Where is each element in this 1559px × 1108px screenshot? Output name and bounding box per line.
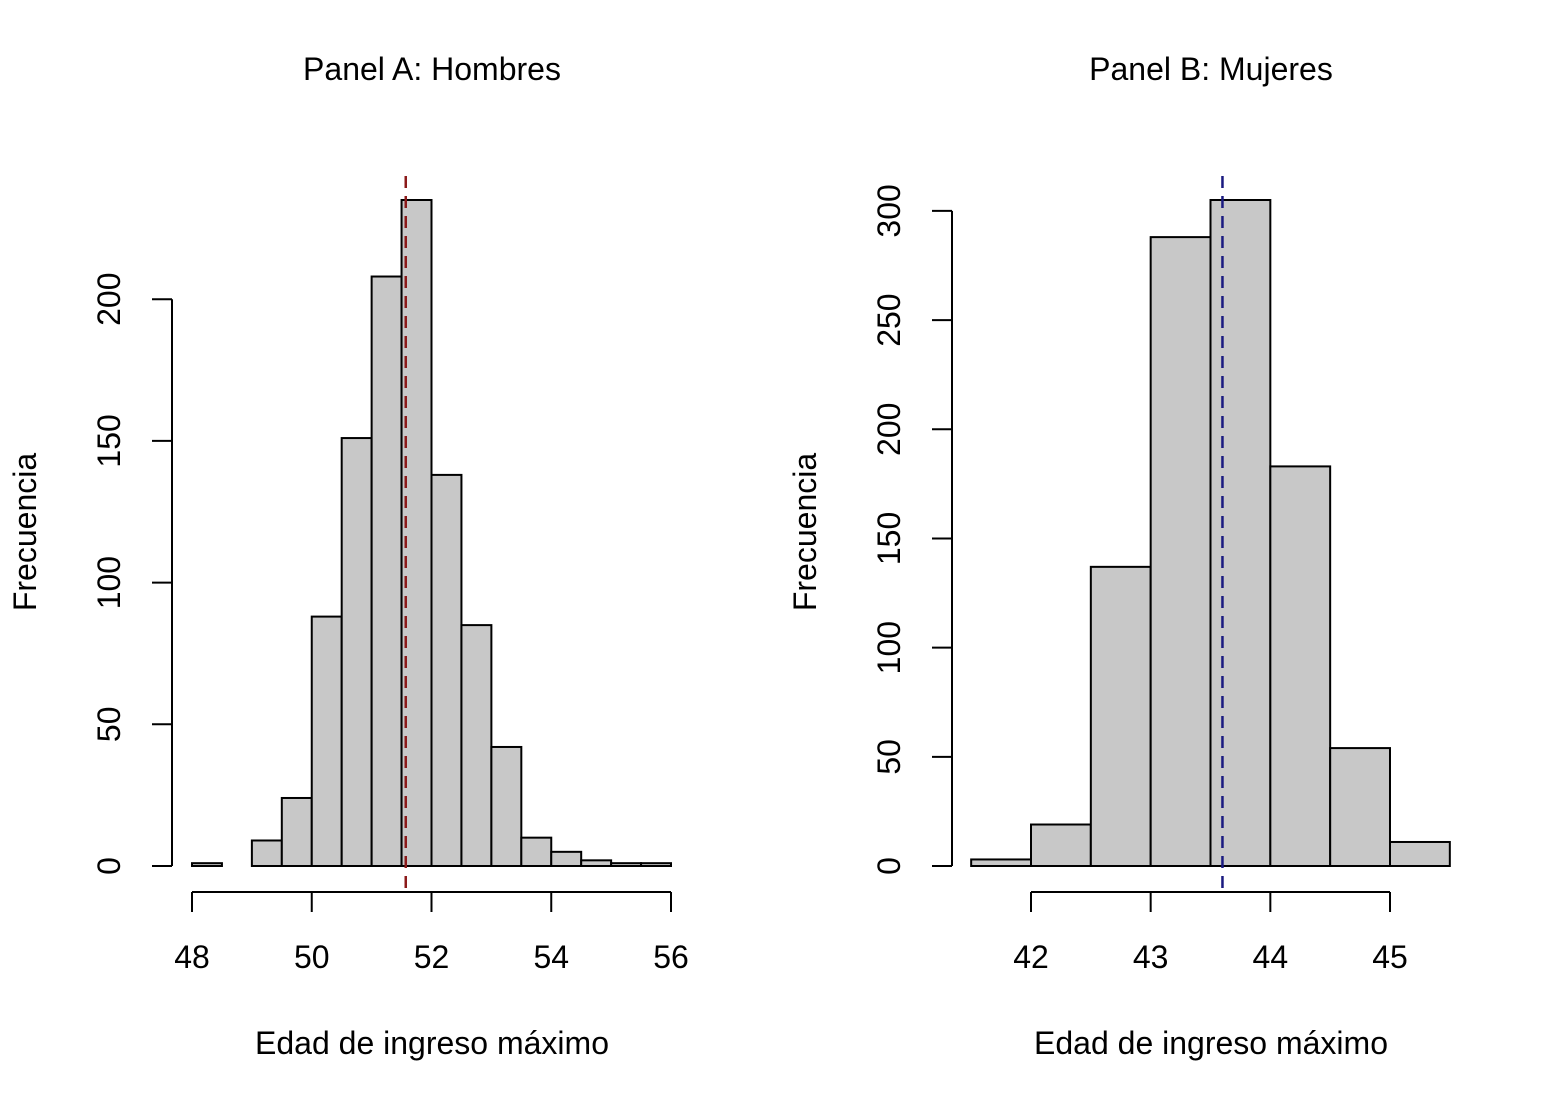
panel-b-bar <box>1030 823 1092 868</box>
panel-b-x-axis-label: Edad de ingreso máximo <box>1034 1025 1388 1061</box>
panel-a-bar <box>250 839 283 867</box>
panel-a-bar <box>370 275 403 867</box>
panel-b-bar <box>1329 747 1392 868</box>
panel-a-x-tick-label: 48 <box>174 939 210 975</box>
panel-b-y-tick-label: 300 <box>871 184 907 237</box>
panel-a-x-axis: 48 50 52 54 56 <box>174 891 689 975</box>
panel-a-title: Panel A: Hombres <box>303 51 561 87</box>
panel-a-bar <box>520 836 553 867</box>
panel-a-y-axis: 0 50 100 150 200 <box>91 272 173 875</box>
panel-a-y-tick-label: 150 <box>91 414 127 467</box>
panel-a-y-tick-label: 200 <box>91 272 127 325</box>
panel-b-y-tick-label: 100 <box>871 621 907 674</box>
panel-a-bar <box>340 437 373 867</box>
panel-b-y-axis: 0 50 100 150 200 250 300 <box>871 184 953 875</box>
panel-b-x-axis: 42 43 44 45 <box>1013 891 1408 975</box>
panel-b-bar <box>1389 840 1451 867</box>
panel-a-bar <box>310 615 343 867</box>
panel-b-bar <box>1089 565 1152 867</box>
panel-a-y-tick-label: 50 <box>91 707 127 743</box>
panel-b-x-tick-label: 43 <box>1133 939 1169 975</box>
panel-a-bars <box>191 199 672 868</box>
panel-b-y-tick-label: 0 <box>871 857 907 875</box>
panel-b-y-tick-label: 250 <box>871 293 907 346</box>
panel-b-title: Panel B: Mujeres <box>1089 51 1333 87</box>
panel-b-x-tick-label: 44 <box>1253 939 1289 975</box>
panel-a-bar <box>490 745 523 867</box>
panel-a-bar <box>640 862 672 867</box>
panel-a-x-tick-label: 50 <box>294 939 330 975</box>
panel-b-bar <box>1149 236 1212 867</box>
panel-b-bar <box>1209 199 1272 867</box>
panel-b-bar <box>970 858 1032 868</box>
panel-a-y-tick-label: 100 <box>91 556 127 609</box>
panel-b-y-tick-label: 150 <box>871 512 907 565</box>
panel-b-x-tick-label: 45 <box>1372 939 1408 975</box>
panel-a-bar <box>580 859 613 868</box>
panel-a-y-tick-label: 0 <box>91 857 127 875</box>
panel-a-x-tick-label: 56 <box>653 939 689 975</box>
panel-b: Panel B: Mujeres Edad de ingreso máximo … <box>787 51 1451 1061</box>
panel-a-x-axis-label: Edad de ingreso máximo <box>255 1025 609 1061</box>
panel-a: Panel A: Hombres Edad de ingreso máximo … <box>7 51 689 1061</box>
panel-a-bar <box>460 624 493 867</box>
panel-a-bar <box>191 862 223 867</box>
panel-b-y-tick-label: 50 <box>871 739 907 775</box>
panel-a-y-axis-label: Frecuencia <box>7 453 43 612</box>
panel-a-bar <box>550 850 583 868</box>
panel-a-x-tick-label: 52 <box>414 939 450 975</box>
panel-b-y-tick-label: 200 <box>871 403 907 456</box>
panel-a-bar <box>430 473 463 867</box>
panel-a-x-tick-label: 54 <box>533 939 569 975</box>
panel-b-bars <box>970 199 1451 868</box>
panel-b-bar <box>1269 465 1332 867</box>
panel-b-y-axis-label: Frecuencia <box>787 453 823 612</box>
panel-a-bar <box>610 862 643 867</box>
panel-a-bar <box>280 796 313 867</box>
panel-b-x-tick-label: 42 <box>1013 939 1049 975</box>
